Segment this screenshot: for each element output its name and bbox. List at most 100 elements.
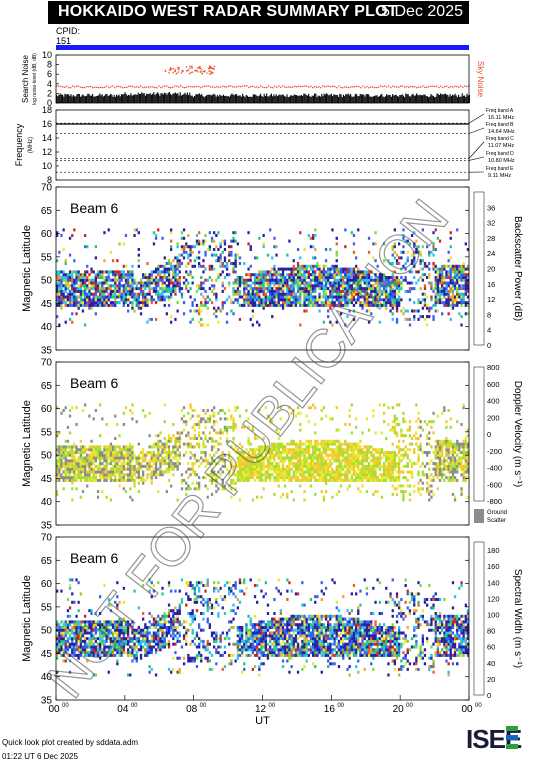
scatter-cell [305, 456, 308, 460]
scatter-cell [204, 278, 207, 282]
scatter-cell [103, 276, 106, 279]
scatter-cell [372, 462, 375, 466]
scatter-cell [359, 273, 362, 277]
scatter-cell [266, 295, 270, 299]
scatter-cell [81, 278, 85, 282]
scatter-cell [385, 276, 388, 279]
scatter-cell [350, 270, 353, 274]
scatter-cell [307, 470, 310, 474]
scatter-cell [436, 281, 439, 285]
noise-bar [136, 95, 138, 103]
scatter-cell [253, 473, 257, 477]
scatter-cell [309, 245, 313, 249]
scatter-cell [331, 451, 334, 454]
scatter-cell [333, 301, 336, 305]
scatter-cell [434, 278, 437, 282]
scatter-cell [374, 273, 377, 277]
scatter-cell [329, 248, 332, 251]
scatter-cell [99, 470, 102, 474]
scatter-cell [275, 303, 278, 307]
scatter-cell [393, 476, 396, 480]
scatter-cell [305, 414, 308, 418]
sky-noise-point [344, 86, 346, 88]
scatter-cell [129, 301, 132, 305]
scatter-cell [187, 434, 190, 438]
scatter-cell [380, 292, 384, 296]
scatter-cell [264, 295, 267, 299]
sky-noise-point [242, 85, 244, 87]
scatter-cell [159, 295, 162, 299]
scatter-cell [266, 464, 270, 468]
scatter-cell [118, 276, 121, 279]
scatter-cell [365, 292, 369, 296]
scatter-cell [198, 434, 201, 438]
scatter-cell [79, 281, 82, 285]
scatter-cell [383, 292, 386, 296]
noise-bar [311, 95, 313, 103]
scatter-cell [327, 470, 330, 474]
sky-noise-point [316, 86, 318, 88]
scatter-cell [314, 303, 317, 307]
scatter-cell [68, 289, 72, 293]
scatter-cell [318, 456, 321, 460]
scatter-cell [346, 459, 349, 463]
scatter-cell [281, 448, 285, 452]
noise-bar [257, 96, 259, 103]
scatter-cell [374, 292, 377, 296]
scatter-cell [344, 298, 347, 302]
scatter-cell [350, 431, 353, 435]
scatter-cell [142, 409, 145, 412]
scatter-cell [178, 462, 181, 466]
scatter-cell [395, 317, 399, 321]
sky-noise-point [434, 85, 436, 88]
scatter-cell [232, 287, 235, 291]
scatter-cell [395, 292, 399, 296]
scatter-cell [180, 292, 184, 296]
scatter-cell [271, 267, 274, 271]
scatter-cell [84, 467, 87, 471]
scatter-cell [290, 303, 293, 307]
scatter-cell [68, 467, 72, 471]
scatter-cell [339, 289, 343, 293]
scatter-cell [71, 298, 74, 302]
scatter-cell [327, 462, 330, 466]
scatter-cell [290, 462, 293, 466]
scatter-cell [350, 456, 353, 460]
scatter-cell [243, 462, 246, 466]
scatter-cell [148, 411, 151, 415]
scatter-cell [135, 228, 138, 232]
scatter-cell [370, 301, 373, 305]
scatter-cell [378, 453, 381, 457]
scatter-cell [400, 309, 403, 313]
scatter-cell [114, 303, 117, 307]
scatter-cell [88, 278, 91, 282]
scatter-cell [88, 281, 91, 285]
scatter-cell [202, 442, 205, 446]
scatter-cell [234, 239, 237, 243]
scatter-cell [185, 245, 188, 249]
scatter-cell [337, 464, 341, 468]
scatter-cell [395, 281, 399, 285]
noise-tick-label: 10 [42, 50, 52, 60]
scatter-cell [75, 281, 78, 285]
scatter-cell [348, 287, 351, 291]
scatter-cell [124, 462, 128, 466]
scatter-cell [342, 289, 345, 293]
scatter-cell [370, 312, 373, 316]
scatter-cell [453, 264, 457, 268]
scatter-cell [120, 270, 123, 274]
sky-noise-point [320, 87, 322, 89]
scatter-cell [238, 498, 242, 502]
scatter-cell [363, 270, 366, 274]
scatter-cell [79, 301, 82, 305]
scatter-cell [312, 287, 315, 291]
scatter-cell [142, 276, 145, 279]
scatter-cell [324, 278, 328, 282]
scatter-cell [322, 276, 325, 279]
scatter-cell [131, 303, 134, 307]
scatter-cell [460, 298, 463, 302]
scatter-cell [374, 459, 377, 463]
scatter-cell [66, 451, 70, 454]
scatter-cell [260, 473, 263, 477]
scatter-cell [217, 276, 220, 279]
